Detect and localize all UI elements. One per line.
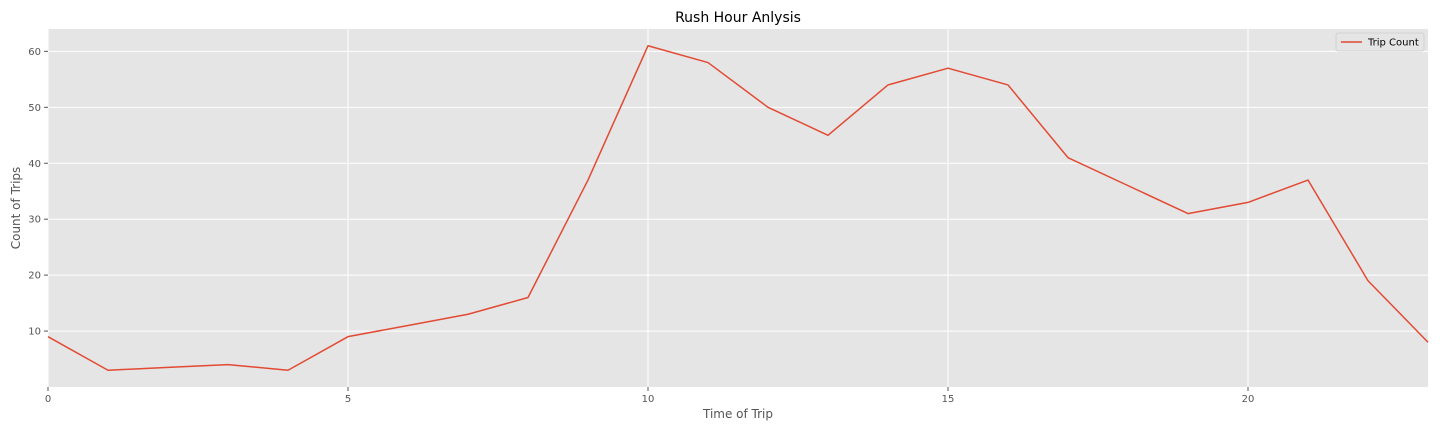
x-tick-label: 15 — [942, 394, 955, 405]
x-tick-label: 10 — [642, 394, 655, 405]
series-layer — [47, 45, 1429, 371]
y-tick-label: 10 — [28, 327, 41, 338]
axis-ticks: 10 20 30 40 50 60 0 5 10 15 20 — [28, 47, 1254, 405]
x-tick-label: 5 — [345, 394, 351, 405]
chart-title: Rush Hour Anlysis — [675, 10, 801, 26]
y-tick-label: 60 — [28, 47, 41, 58]
grid — [47, 29, 1428, 387]
y-axis-label: Count of Trips — [9, 167, 23, 250]
legend-box — [1335, 32, 1425, 52]
series-line-trip-count — [47, 45, 1429, 371]
y-tick-label: 40 — [28, 159, 41, 170]
legend: Trip Count — [1335, 32, 1425, 52]
x-tick-label: 20 — [1242, 394, 1255, 405]
legend-label: Trip Count — [1367, 38, 1419, 49]
y-tick-label: 30 — [28, 215, 41, 226]
y-tick-label: 20 — [28, 271, 41, 282]
y-tick-label: 50 — [28, 103, 41, 114]
plot-background — [48, 29, 1428, 387]
x-axis-label: Time of Trip — [702, 407, 773, 421]
x-tick-label: 0 — [45, 394, 51, 405]
